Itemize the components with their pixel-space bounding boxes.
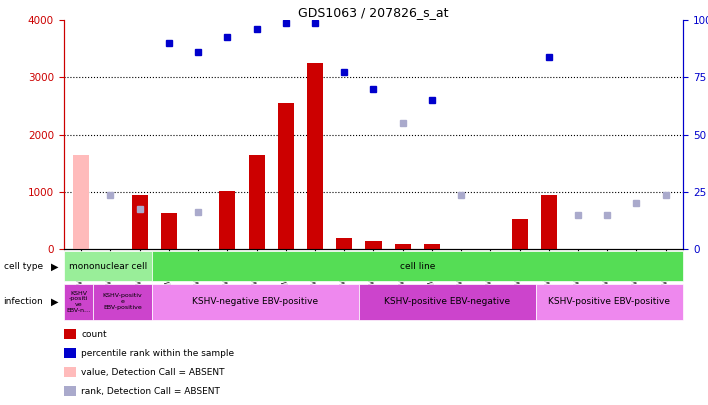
Text: ▶: ▶ <box>51 297 59 307</box>
Bar <box>219 191 235 249</box>
Text: KSHV-positive EBV-positive: KSHV-positive EBV-positive <box>549 297 670 306</box>
Bar <box>365 241 382 249</box>
Bar <box>394 244 411 249</box>
Text: KSHV-negative EBV-positive: KSHV-negative EBV-positive <box>193 297 319 306</box>
Bar <box>278 103 294 249</box>
Bar <box>64 284 93 320</box>
Text: mononuclear cell: mononuclear cell <box>69 262 147 271</box>
Bar <box>152 284 359 320</box>
Text: ▶: ▶ <box>51 262 59 271</box>
Bar <box>424 244 440 249</box>
Bar <box>64 251 152 281</box>
Bar <box>536 284 683 320</box>
Bar <box>541 195 556 249</box>
Text: rank, Detection Call = ABSENT: rank, Detection Call = ABSENT <box>81 387 220 396</box>
Text: infection: infection <box>4 297 43 306</box>
Bar <box>152 251 683 281</box>
Title: GDS1063 / 207826_s_at: GDS1063 / 207826_s_at <box>298 6 449 19</box>
Bar <box>359 284 536 320</box>
Text: percentile rank within the sample: percentile rank within the sample <box>81 349 234 358</box>
Bar <box>93 284 152 320</box>
Text: KSHV-positiv
e
EBV-positive: KSHV-positiv e EBV-positive <box>103 294 142 310</box>
Text: cell type: cell type <box>4 262 42 271</box>
Bar <box>161 213 177 249</box>
Bar <box>249 155 265 249</box>
Text: cell line: cell line <box>400 262 435 271</box>
Text: KSHV
-positi
ve
EBV-n…: KSHV -positi ve EBV-n… <box>67 290 91 313</box>
Bar <box>132 195 148 249</box>
Bar <box>73 155 89 249</box>
Bar <box>512 219 527 249</box>
Bar <box>336 238 353 249</box>
Text: value, Detection Call = ABSENT: value, Detection Call = ABSENT <box>81 368 225 377</box>
Bar <box>307 63 323 249</box>
Text: count: count <box>81 330 107 339</box>
Text: KSHV-positive EBV-negative: KSHV-positive EBV-negative <box>384 297 510 306</box>
